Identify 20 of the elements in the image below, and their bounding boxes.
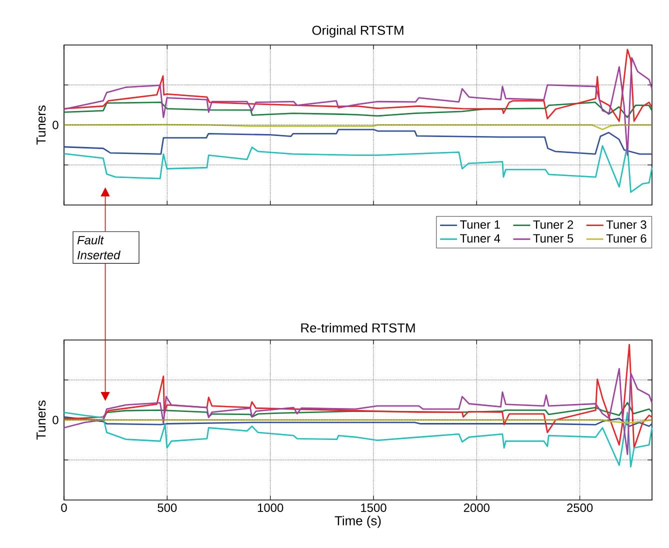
ref-line-label: 0 (52, 416, 58, 424)
x-tick-label: 2000 (464, 504, 490, 512)
annotation: Fault Inserted (77, 236, 121, 260)
x-tick-label: 1000 (258, 504, 284, 512)
legend-label: Tuner 6 (606, 234, 646, 243)
x-axis-title: Time (s) (334, 516, 381, 528)
legend-label: Tuner 4 (460, 234, 500, 243)
x-tick-label: 1500 (361, 504, 386, 512)
legend-label: Tuner 2 (533, 220, 574, 229)
y-axis-title: Tuners (36, 106, 46, 145)
legend-label: Tuner 1 (460, 220, 500, 229)
chart-title: Re-trimmed RTSTM (301, 322, 415, 332)
chart-title: Original RTSTM (312, 25, 404, 38)
legend-label: Tuner 5 (533, 234, 574, 243)
legend-label: Tuner 3 (606, 220, 646, 229)
x-tick-label: 0 (61, 504, 67, 512)
ref-line-label: 0 (52, 120, 58, 130)
x-tick-label: 2500 (567, 504, 593, 512)
y-axis-title: Tuners (36, 400, 46, 440)
x-tick-label: 500 (158, 504, 177, 512)
